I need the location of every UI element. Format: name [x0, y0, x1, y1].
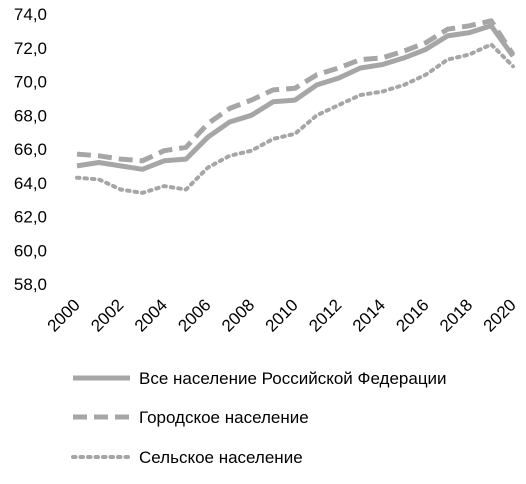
- x-tick-label: 2020: [480, 295, 520, 335]
- y-tick-label: 64,0: [14, 174, 47, 193]
- y-tick-label: 70,0: [14, 73, 47, 92]
- legend: Все население Российской Федерации Город…: [71, 369, 447, 467]
- x-tick-label: 2004: [131, 295, 171, 335]
- y-axis: 58,0 60,0 62,0 64,0 66,0 68,0 70,0 72,0 74,0: [14, 5, 47, 294]
- x-tick-label: 2008: [218, 295, 258, 335]
- series-line-urban: [76, 18, 516, 164]
- x-axis: 2000 2002 2004 2006 2008 2010 2012 2014 2016 2018…: [44, 295, 520, 335]
- y-tick-label: 60,0: [14, 241, 47, 260]
- x-tick-label: 2014: [349, 295, 389, 335]
- x-tick-label: 2006: [174, 295, 214, 335]
- series-line-total: [76, 23, 516, 172]
- x-tick-label: 2000: [44, 295, 84, 335]
- x-tick-label: 2002: [87, 295, 127, 335]
- legend-label-rural: Сельское население: [139, 448, 303, 467]
- y-tick-label: 66,0: [14, 140, 47, 159]
- series-line-rural: [75, 42, 515, 195]
- legend-label-total: Все население Российской Федерации: [139, 369, 447, 388]
- x-tick-label: 2010: [262, 295, 302, 335]
- y-tick-label: 62,0: [14, 208, 47, 227]
- plot-area: [75, 18, 516, 195]
- legend-label-urban: Городское население: [139, 408, 309, 427]
- y-tick-label: 68,0: [14, 106, 47, 125]
- x-tick-label: 2018: [436, 295, 476, 335]
- y-tick-label: 74,0: [14, 5, 47, 24]
- y-tick-label: 58,0: [14, 275, 47, 294]
- y-tick-label: 72,0: [14, 39, 47, 58]
- x-tick-label: 2016: [392, 295, 432, 335]
- x-tick-label: 2012: [305, 295, 345, 335]
